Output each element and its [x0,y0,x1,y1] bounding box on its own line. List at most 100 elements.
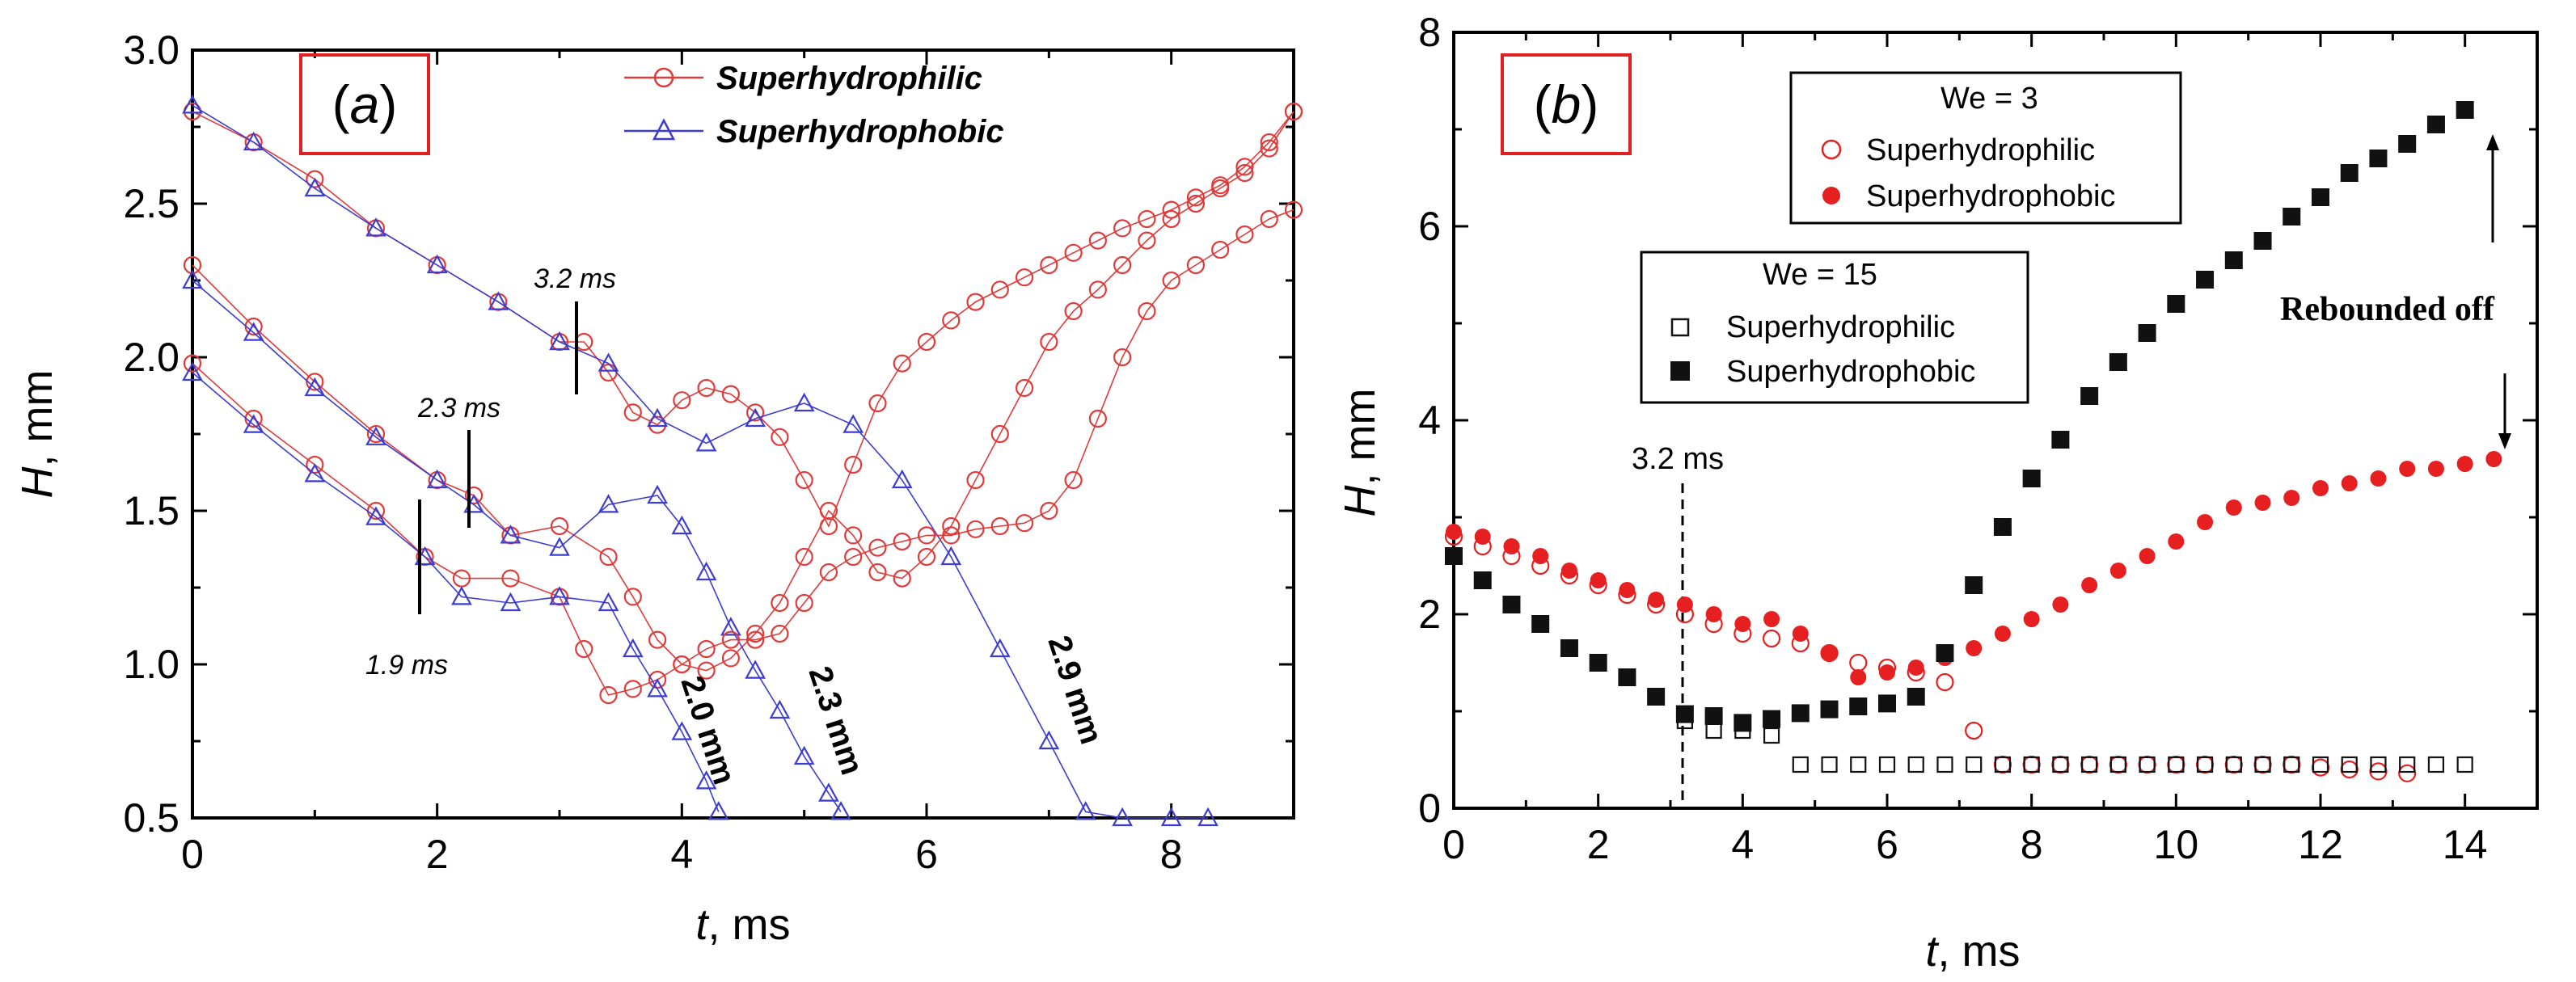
data-point [697,661,716,680]
data-point [1966,640,1983,656]
data-point [1763,727,1780,744]
legend-we15-marker-superhydrophilic [1670,318,1690,337]
data-point [648,630,667,649]
x-tick-label: 6 [1876,822,1898,867]
series-a-2 [183,102,1303,680]
data-point [2399,756,2416,773]
data-point [1762,629,1781,648]
data-point [2312,480,2329,496]
data-point [2052,756,2069,773]
data-point [819,501,838,521]
data-point [1235,163,1254,183]
data-point [2427,756,2445,773]
anno-2-9mm: 2.9 mm [1041,631,1109,748]
data-point [1075,801,1096,820]
data-point [942,526,961,545]
data-point [2253,232,2272,250]
data-point [306,170,324,188]
data-point [2399,461,2416,477]
panel-a-x-ticks: 0 2 4 6 8 [181,50,1295,877]
data-point [2456,101,2474,119]
data-point [795,547,813,567]
data-point [2370,756,2387,773]
data-point [366,424,386,444]
panel-a-legend: Superhydrophilic Superhydrophobic [624,61,1004,150]
data-point [1088,280,1107,299]
series-line [192,111,1294,672]
data-point [671,721,693,740]
data-point [1445,547,1463,565]
data-point [2253,755,2272,774]
data-point [2081,756,2098,773]
data-point [1734,616,1751,632]
data-point [182,269,203,289]
data-point [1994,756,2012,773]
data-point [575,639,593,659]
legend-we3-label-superhydrophobic: Superhydrophobic [1866,179,2115,213]
data-point [1235,158,1254,176]
data-point [1284,102,1303,121]
data-point [1064,301,1083,321]
data-point [1162,209,1180,229]
data-point [868,538,887,557]
data-point [2109,755,2127,774]
y-tick-label: 0.5 [123,795,179,841]
x-tick-label: 0 [181,832,204,877]
data-point [182,95,203,114]
anno-rebounded-off: Rebounded off [2280,291,2495,328]
data-point [1260,209,1278,229]
data-point [2224,251,2243,269]
data-point [746,403,765,422]
data-point [2023,756,2040,773]
data-point [622,638,644,658]
series-a-5 [182,361,729,820]
data-point [550,516,569,536]
data-point [2398,135,2417,153]
data-point [1676,596,1693,613]
data-point [1186,255,1206,275]
anno-2-0mm: 2.0 mm [674,672,741,789]
panel-a-y-label: H, mm [13,370,61,499]
data-point [1473,571,1492,589]
data-point [2195,755,2215,774]
series-b-1 [1446,451,2502,685]
legend-we15: We = 15 Superhydrophilic Superhydrophobi… [1640,251,2029,404]
data-point [451,586,472,605]
data-point [2051,431,2070,449]
data-point [2167,295,2185,313]
data-point [942,311,961,330]
data-point [2283,755,2301,774]
data-point [1734,714,1752,732]
data-point [1015,268,1034,287]
data-point [2080,755,2099,774]
anno-1-9ms: 1.9 ms [365,650,448,681]
arrow-up-head [2486,134,2499,150]
data-point [1821,645,1838,661]
data-point [2485,451,2502,467]
data-point [695,770,717,790]
data-point [243,414,264,433]
data-point [426,469,448,489]
data-point [1849,698,1868,715]
anno-2-3ms: 2.3 ms [417,393,500,424]
y-tick-label: 0 [1418,786,1441,831]
data-point [1474,529,1491,545]
data-point [746,630,765,649]
panel-a-x-label: t, ms [695,900,790,949]
series-a-1 [182,95,1218,827]
data-point [893,532,911,551]
data-point [942,516,961,536]
data-point [671,515,693,535]
data-point [2138,324,2156,342]
data-point [2225,756,2242,773]
data-point [1138,301,1156,321]
panel-b-y-ticks: 0 2 4 6 8 [1418,10,2537,831]
data-point [647,407,668,428]
data-point [2052,596,2069,613]
data-point [844,526,863,545]
data-point [2080,387,2099,405]
series-line [192,111,1294,528]
data-point [623,588,642,606]
panel-b-label: (b) [1534,74,1599,134]
data-point [1965,721,1983,740]
